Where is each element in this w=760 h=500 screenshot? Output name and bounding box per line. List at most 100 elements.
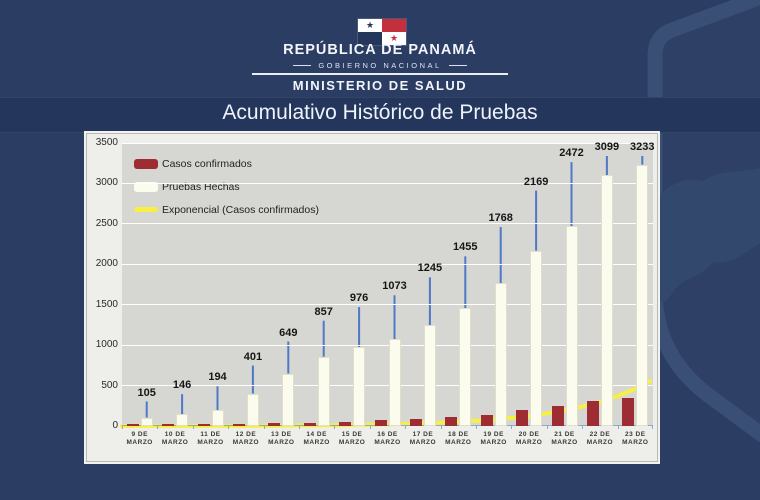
y-tick-label: 2000 (95, 258, 118, 270)
bar-pruebas-hechas (353, 347, 366, 426)
y-tick-label: 1500 (95, 298, 118, 310)
data-label: 194 (208, 371, 227, 384)
republic-title: REPÚBLICA DE PANAMÁ (283, 42, 477, 58)
x-tick (369, 426, 371, 429)
x-category-label: 21 DE MARZO (551, 431, 578, 446)
bar-casos-confirmados (162, 424, 175, 426)
data-label: 3099 (594, 141, 620, 153)
data-label: 857 (314, 305, 333, 318)
panama-flag-icon: ★ ★ (358, 19, 406, 45)
bar-casos-confirmados (339, 421, 352, 426)
bar-casos-confirmados (409, 419, 422, 426)
bar-casos-confirmados (232, 423, 245, 426)
data-label: 2472 (559, 147, 584, 160)
data-label: 105 (137, 386, 156, 399)
bar-pruebas-hechas (282, 373, 295, 426)
x-category-label: 13 DE MARZO (268, 431, 295, 446)
red-star: ★ (389, 32, 399, 43)
x-category-label: 15 DE MARZO (338, 431, 366, 446)
x-tick (405, 426, 407, 429)
x-category-label: 23 DE MARZO (622, 431, 649, 446)
flag-quadrant-blue (358, 32, 382, 45)
title-band (0, 97, 760, 133)
left-dash (293, 65, 312, 66)
data-label: 1455 (453, 241, 478, 254)
data-label: 649 (279, 326, 298, 339)
x-tick (440, 426, 442, 429)
data-label: 1245 (417, 262, 443, 275)
bar-pruebas-hechas (600, 175, 613, 426)
x-tick (192, 426, 194, 429)
x-category-label: 12 DE MARZO (232, 431, 260, 446)
bar-pruebas-hechas (140, 417, 153, 426)
bar-pruebas-hechas (388, 339, 401, 426)
x-tick (299, 426, 300, 429)
bar-casos-confirmados (303, 422, 316, 426)
x-category-label: 10 DE MARZO (161, 431, 189, 446)
y-tick-label: 1000 (95, 339, 118, 351)
x-tick (476, 426, 477, 429)
gridline-3000 (122, 182, 653, 184)
y-tick-label: 2500 (95, 217, 118, 229)
legend-swatch-bar (134, 158, 158, 169)
plot-area: Casos confirmados Pruebas Hechas Exponenci… (120, 141, 655, 428)
bar-casos-confirmados (586, 400, 599, 426)
bar-pruebas-hechas (530, 250, 543, 426)
legend-swatch-line (134, 207, 158, 212)
right-dash (448, 65, 467, 66)
x-tick (334, 426, 336, 429)
chart-title: Acumulativo Histórico de Pruebas (222, 101, 538, 124)
legend-label: Casos confirmados (162, 157, 252, 170)
gridline-500 (122, 385, 653, 387)
bar-pruebas-hechas (565, 226, 578, 426)
bar-casos-confirmados (445, 417, 458, 426)
y-tick-label: 3500 (95, 137, 118, 148)
legend-item: Exponencial (Casos confirmados) (134, 198, 319, 221)
data-label: 976 (349, 292, 369, 305)
x-tick (263, 426, 265, 429)
bar-pruebas-hechas (636, 164, 649, 426)
x-category-label: 20 DE MARZO (515, 431, 543, 446)
chart-panel: Casos confirmados Pruebas Hechas Exponenci… (86, 133, 658, 462)
bar-casos-confirmados (126, 424, 139, 426)
legend-item: Pruebas Hechas (134, 175, 319, 198)
bar-casos-confirmados (480, 414, 493, 426)
bar-pruebas-hechas (494, 283, 507, 426)
panama-map-silhouette (645, 168, 760, 303)
bar-pruebas-hechas (317, 356, 330, 426)
bar-pruebas-hechas (246, 393, 259, 426)
y-tick-label: 500 (101, 379, 118, 391)
x-category-label: 18 DE MARZO (445, 431, 472, 446)
ministry-title: MINISTERIO DE SALUD (292, 78, 468, 93)
header-divider-line (252, 73, 508, 75)
y-tick-label: 3000 (95, 177, 118, 189)
flag-quadrant-white-red-star: ★ (382, 32, 406, 45)
data-label: 3233 (630, 141, 655, 153)
x-tick (546, 426, 548, 429)
x-category-label: 19 DE MARZO (480, 431, 507, 446)
y-tick-label: 0 (112, 420, 118, 431)
x-category-label: 17 DE MARZO (409, 431, 437, 446)
bar-pruebas-hechas (423, 325, 436, 426)
bar-pruebas-hechas (459, 308, 472, 426)
x-category-label: 14 DE MARZO (303, 431, 330, 446)
bar-casos-confirmados (374, 420, 387, 426)
x-tick (511, 426, 513, 429)
bar-pruebas-hechas (176, 414, 189, 426)
x-axis-line (122, 425, 653, 426)
flag-quadrant-white-blue-star: ★ (358, 19, 382, 32)
bar-casos-confirmados (197, 424, 210, 426)
x-tick (617, 426, 619, 429)
gridline-2500 (122, 223, 653, 225)
government-subtitle-text: GOBIERNO NACIONAL (318, 61, 442, 70)
gridline-1000 (122, 344, 653, 346)
blue-star: ★ (365, 19, 375, 30)
gridline-1500 (122, 304, 653, 306)
bar-casos-confirmados (516, 409, 529, 426)
gridline-2000 (122, 263, 653, 265)
x-tick (582, 426, 584, 429)
bar-casos-confirmados (622, 398, 635, 426)
bar-casos-confirmados (268, 423, 281, 426)
bar-casos-confirmados (551, 406, 564, 426)
